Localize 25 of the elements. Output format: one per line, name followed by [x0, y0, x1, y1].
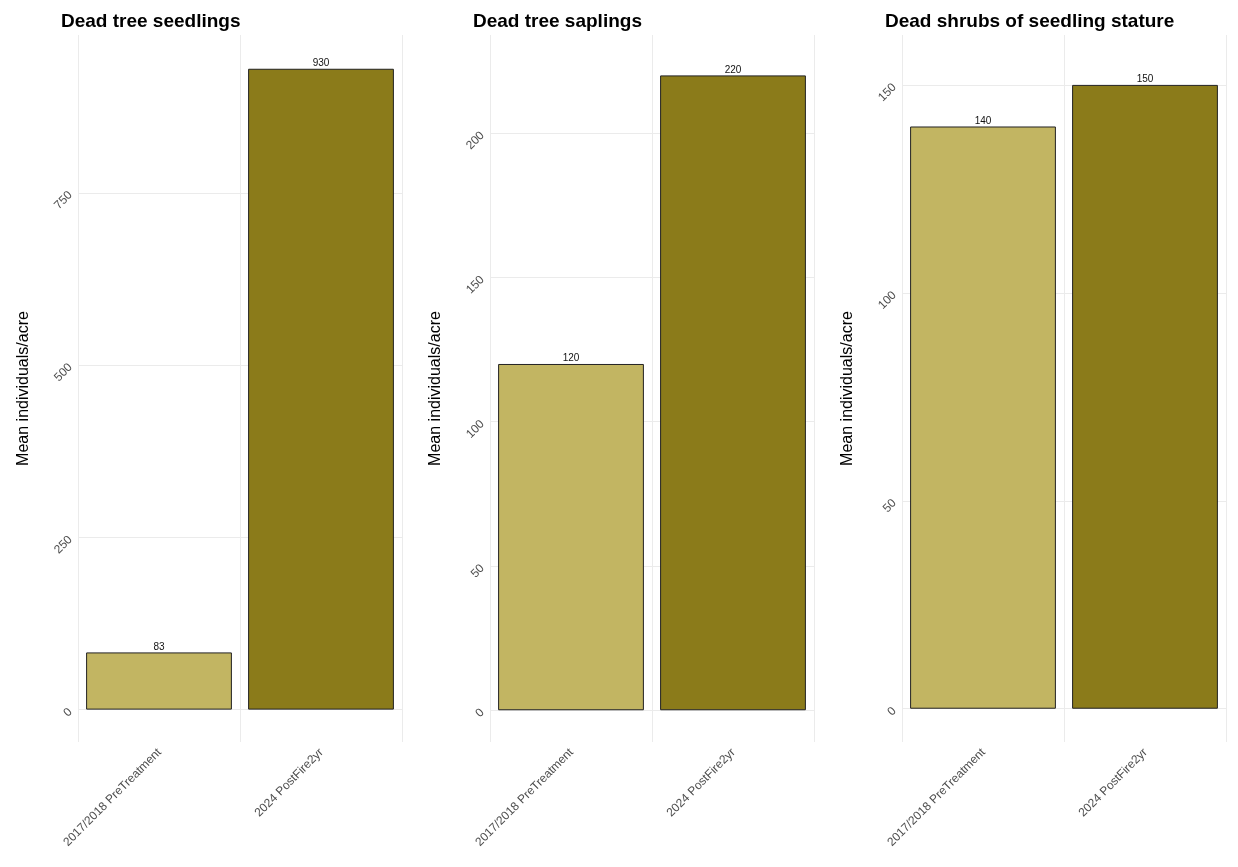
y-tick-label: 50	[467, 560, 488, 581]
y-tick-label: 500	[50, 359, 76, 385]
data-label: 140	[974, 114, 992, 126]
data-label: 930	[312, 57, 330, 69]
y-tick-label: 0	[60, 704, 76, 720]
y-tick-label: 100	[874, 287, 900, 312]
data-label: 120	[562, 352, 580, 364]
data-label: 220	[724, 63, 742, 75]
y-tick-label: 250	[50, 532, 76, 557]
y-axis-title: Mean individuals/acre	[13, 311, 31, 466]
y-tick-label: 100	[462, 416, 488, 441]
chart-title: Dead shrubs of seedling stature	[885, 10, 1175, 31]
y-tick-label: 200	[462, 127, 488, 153]
data-label: 83	[153, 640, 165, 652]
y-tick-label: 0	[884, 703, 900, 719]
y-tick-label: 150	[874, 79, 900, 104]
y-tick-label: 750	[50, 187, 76, 212]
y-tick-label: 150	[462, 272, 488, 297]
y-axis-title: Mean individuals/acre	[425, 311, 443, 466]
y-axis-title: Mean individuals/acre	[837, 311, 855, 466]
chart-title: Dead tree saplings	[473, 10, 642, 31]
y-tick-label: 50	[879, 495, 900, 516]
chart-title: Dead tree seedlings	[61, 10, 241, 31]
data-label: 150	[1136, 73, 1154, 85]
y-tick-label: 0	[472, 705, 488, 720]
